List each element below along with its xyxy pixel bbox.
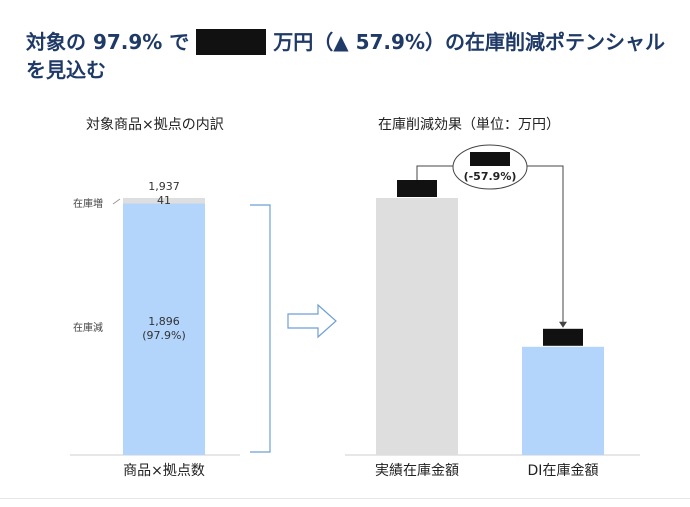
- increase-leader-line: [112, 198, 121, 205]
- headline-part1: 対象の 97.9% で: [26, 30, 190, 54]
- category-label-di: DI在庫金額: [528, 462, 599, 479]
- series-label-decrease: 在庫減: [73, 321, 103, 334]
- series-label-increase: 在庫増: [73, 197, 103, 210]
- redacted-value-di: [543, 328, 583, 346]
- decrease-value-label: 1,896: [148, 315, 180, 328]
- category-label-actual: 実績在庫金額: [375, 462, 459, 479]
- bar-di-inventory: [522, 346, 604, 455]
- bar-increase-segment: [123, 198, 205, 204]
- bar-actual-inventory: [376, 198, 458, 455]
- left-chart-title: 対象商品×拠点の内訳: [86, 117, 224, 133]
- total-label: 1,937: [148, 180, 180, 193]
- connector-arrowhead: [559, 321, 567, 328]
- bracket: [250, 204, 271, 453]
- decrease-percent-label: (97.9%): [142, 329, 186, 342]
- change-percent-label: (-57.9%): [464, 170, 517, 183]
- right-chart-title: 在庫削減効果（単位：万円）: [378, 117, 560, 133]
- redacted-amount: [196, 29, 267, 55]
- footer-divider: [0, 498, 690, 499]
- headline-part2: 万円（▲ 57.9%）の在庫削減ポテンシャルを見込む: [26, 30, 665, 82]
- bar-decrease-segment: [123, 203, 205, 455]
- redacted-change-amount: [470, 152, 510, 166]
- headline: 対象の 97.9% で 万円（▲ 57.9%）の在庫削減ポテンシャルを見込む: [26, 28, 666, 84]
- transition-arrow: [287, 303, 337, 339]
- left-category-label: 商品×拠点数: [123, 463, 205, 479]
- increase-value-label: 41: [157, 194, 171, 207]
- redacted-value-actual: [397, 180, 437, 197]
